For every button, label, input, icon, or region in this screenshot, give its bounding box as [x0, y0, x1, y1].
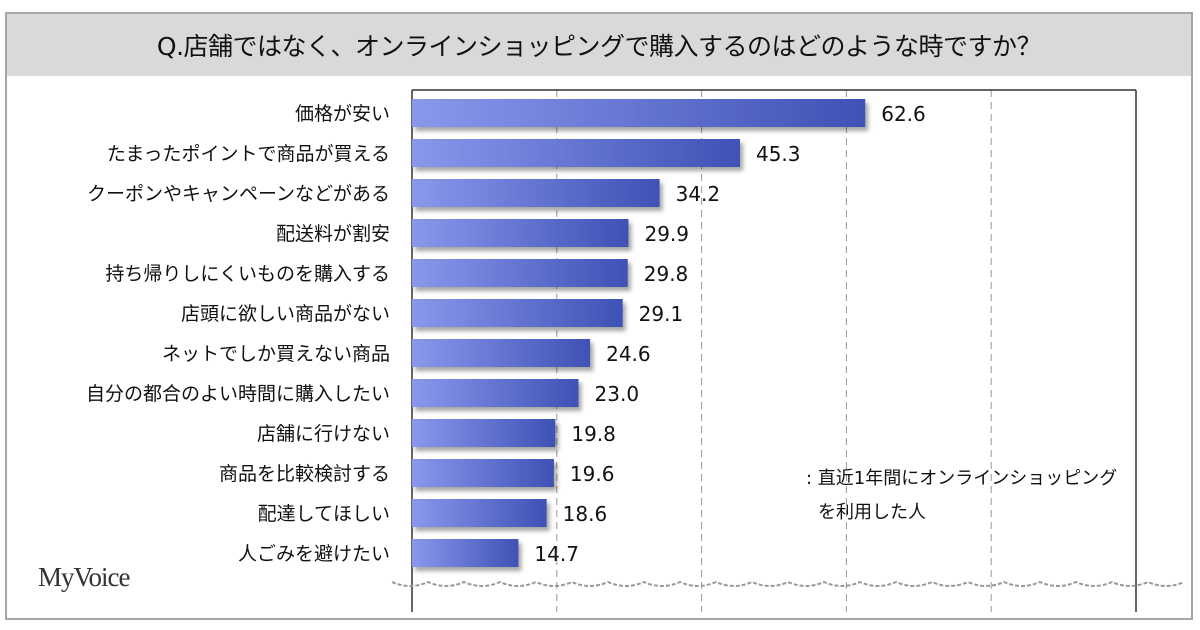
data-label: 14.7: [534, 542, 579, 566]
chart-title: Q.店舗ではなく、オンラインショッピングで購入するのはどのような時ですか？: [7, 14, 1191, 76]
bar: [412, 219, 629, 247]
legend-note: : 直近1年間にオンラインショッピング を利用した人: [806, 462, 1117, 530]
category-label: 人ごみを避けたい: [238, 543, 390, 565]
myvoice-logo: MyVoice: [38, 562, 130, 592]
legend-note-line: : 直近1年間にオンラインショッピング: [806, 468, 1118, 489]
category-label: 配達してほしい: [258, 503, 390, 525]
data-label: 34.2: [676, 182, 721, 206]
bar: [412, 99, 866, 127]
bar: [412, 139, 740, 167]
bar: [412, 539, 519, 567]
category-label: 価格が安い: [295, 103, 390, 125]
bar: [412, 379, 579, 407]
data-label: 18.6: [563, 502, 608, 526]
data-label: 29.1: [639, 302, 684, 326]
legend-note-line: を利用した人: [818, 502, 926, 523]
bar: [412, 259, 628, 287]
data-label: 45.3: [756, 142, 801, 166]
category-label: ネットでしか買えない商品: [162, 343, 390, 365]
category-label: 商品を比較検討する: [219, 463, 390, 485]
data-label: 23.0: [595, 382, 640, 406]
bar: [412, 459, 554, 487]
data-label: 62.6: [881, 102, 926, 126]
category-label: たまったポイントで商品が買える: [107, 143, 390, 165]
data-label: 29.8: [644, 262, 689, 286]
category-label: 店舗に行けない: [257, 423, 390, 445]
axis-break-wave: [391, 580, 1185, 587]
bar: [412, 499, 547, 527]
bar: [412, 419, 556, 447]
category-label: 自分の都合のよい時間に購入したい: [86, 383, 390, 405]
data-label: 29.9: [644, 222, 689, 246]
category-label: 持ち帰りしにくいものを購入する: [105, 263, 390, 285]
category-label: 配送料が割安: [276, 223, 390, 245]
bar: [412, 179, 660, 207]
data-label: 24.6: [606, 342, 651, 366]
data-label: 19.6: [570, 462, 615, 486]
data-label: 19.8: [571, 422, 616, 446]
bar: [412, 339, 591, 367]
category-label: 店頭に欲しい商品がない: [181, 303, 390, 325]
bar: [412, 299, 623, 327]
category-label: クーポンやキャンペーンなどがある: [87, 183, 390, 205]
